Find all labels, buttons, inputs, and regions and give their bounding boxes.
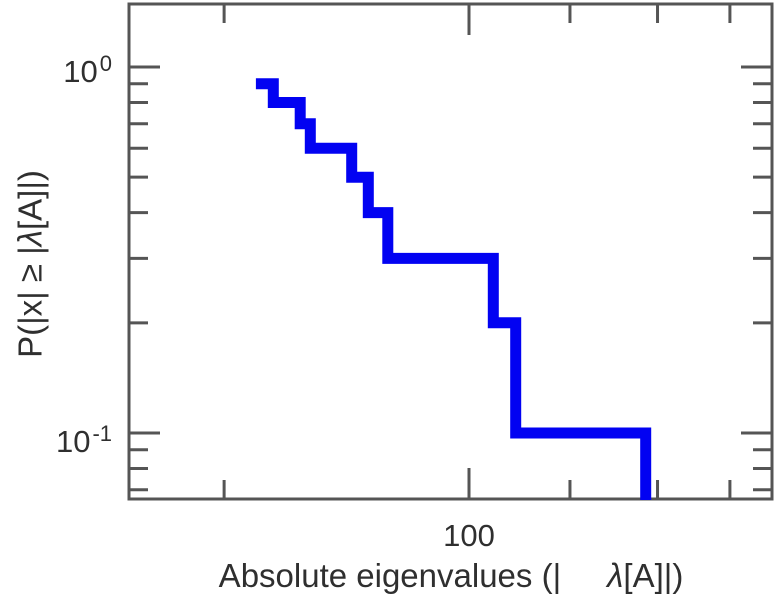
y-tick-exponent: -1 [92, 421, 112, 446]
y-tick-base: 10 [63, 54, 98, 89]
x-tick-label-100: 100 [443, 518, 495, 553]
y-axis-title-text: P(|x| ≥ | [11, 246, 49, 358]
x-axis-title-text: Absolute eigenvalues (| [218, 557, 562, 594]
x-axis-title: Absolute eigenvalues (| λ[A]|) [219, 559, 684, 592]
y-tick-label-1e-1: 10-1 [55, 423, 112, 459]
x-axis-title-text: [A]|) [623, 557, 684, 594]
y-axis-title: P(|x| ≥ |λ[A]|) [11, 170, 49, 358]
lambda-symbol: λ [11, 230, 49, 247]
plot-frame [127, 2, 774, 501]
lambda-symbol: λ [607, 557, 624, 594]
y-tick-base: 10 [55, 424, 91, 459]
y-tick-label-1e0: 100 [63, 53, 112, 89]
y-tick-exponent: 0 [99, 51, 112, 76]
ccdf-step-line [255, 78, 652, 500]
y-axis-title-text: [A]|) [11, 170, 49, 230]
